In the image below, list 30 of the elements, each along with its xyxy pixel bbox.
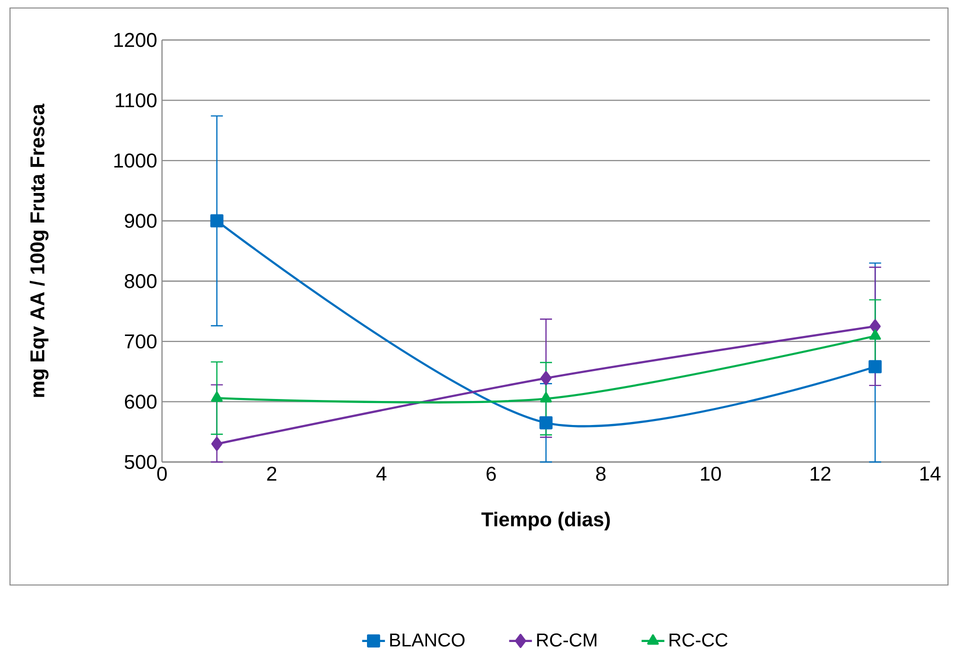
x-tick-label: 6	[486, 466, 496, 481]
legend-label: BLANCO	[390, 633, 465, 647]
y-tick-label: 600	[124, 394, 156, 409]
y-tick-label: 800	[124, 274, 156, 288]
point	[869, 329, 881, 340]
x-tick-label: 8	[596, 466, 606, 481]
y-tick-label: 700	[124, 334, 156, 348]
point	[210, 214, 224, 228]
point	[539, 416, 553, 430]
y-axis-title: mg Eqv AA / 100g Fruta Fresca	[30, 104, 48, 397]
y-tick-label: 1200	[114, 32, 156, 48]
x-tick-label: 10	[700, 466, 721, 481]
x-tick-label: 0	[157, 466, 167, 481]
x-tick-label: 4	[376, 466, 386, 480]
y-tick-label: 1100	[116, 93, 156, 108]
y-tick-label: 900	[124, 214, 156, 228]
x-tick-label: 14	[920, 466, 941, 480]
point	[211, 392, 223, 402]
point	[540, 371, 552, 386]
point	[211, 436, 222, 451]
legend-label: RC-CM	[537, 633, 596, 647]
x-tick-label: 12	[810, 466, 830, 481]
point	[870, 319, 881, 334]
x-axis-title: Tiempo (dias)	[481, 512, 610, 530]
y-tick-label: 500	[124, 454, 156, 470]
point	[540, 392, 552, 403]
point	[868, 360, 882, 374]
x-tick-label: 2	[267, 466, 276, 481]
y-tick-label: 1000	[114, 153, 156, 168]
legend-label: RC-CC	[670, 633, 728, 647]
